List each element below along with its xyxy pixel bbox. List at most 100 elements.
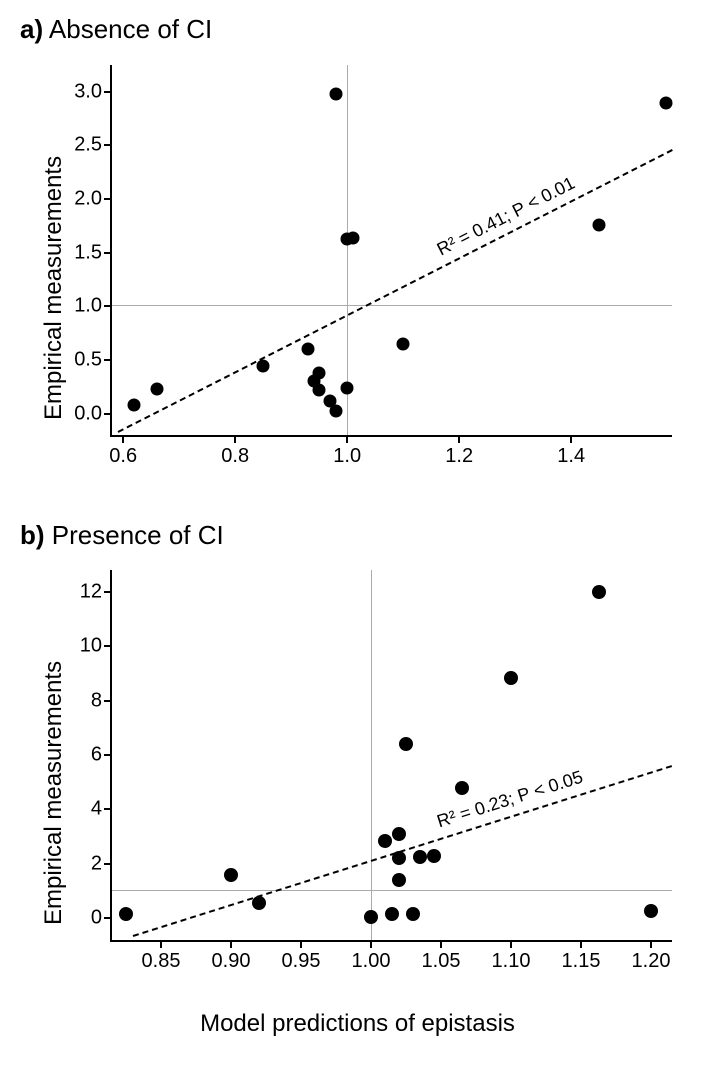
xtick-mark xyxy=(230,940,232,948)
data-point xyxy=(660,96,673,109)
ytick-mark xyxy=(104,413,112,415)
xtick-label: 0.8 xyxy=(221,445,249,468)
data-point xyxy=(341,381,354,394)
xtick-label: 1.2 xyxy=(445,445,473,468)
data-point xyxy=(392,873,406,887)
panel-b-title: b) Presence of CI xyxy=(20,520,224,551)
data-point xyxy=(330,405,343,418)
data-point xyxy=(252,896,266,910)
data-point xyxy=(385,907,399,921)
ref-line-vertical xyxy=(347,65,348,435)
ytick-label: 1.0 xyxy=(74,295,102,318)
ytick-mark xyxy=(104,863,112,865)
xtick-label: 1.20 xyxy=(632,950,671,973)
ytick-label: 12 xyxy=(80,580,102,603)
data-point xyxy=(313,366,326,379)
ytick-label: 10 xyxy=(80,635,102,658)
ref-line-vertical xyxy=(371,570,372,940)
data-point xyxy=(406,907,420,921)
xtick-mark xyxy=(570,435,572,443)
figure: a) Absence of CI Empirical measurements … xyxy=(0,0,715,1067)
panel-b-text: Presence of CI xyxy=(52,520,224,550)
ytick-mark xyxy=(104,305,112,307)
ytick-mark xyxy=(104,700,112,702)
xtick-mark xyxy=(346,435,348,443)
panel-a-tag: a) xyxy=(20,14,43,44)
data-point xyxy=(392,827,406,841)
ytick-mark xyxy=(104,91,112,93)
ytick-label: 6 xyxy=(91,744,102,767)
xtick-label: 1.15 xyxy=(562,950,601,973)
regression-annotation: R² = 0.41; P < 0.01 xyxy=(433,173,578,261)
data-point xyxy=(302,343,315,356)
xtick-label: 1.10 xyxy=(492,950,531,973)
panel-a-title: a) Absence of CI xyxy=(20,14,212,45)
panel-b-plot: 0.850.900.951.001.051.101.151.2002468101… xyxy=(110,570,672,942)
ytick-label: 2 xyxy=(91,852,102,875)
data-point xyxy=(128,398,141,411)
data-point xyxy=(378,834,392,848)
xtick-mark xyxy=(510,940,512,948)
xtick-label: 1.4 xyxy=(557,445,585,468)
xtick-mark xyxy=(650,940,652,948)
xtick-label: 1.05 xyxy=(422,950,461,973)
panel-a-plot: 0.60.81.01.21.40.00.51.01.52.02.53.0R² =… xyxy=(110,65,672,437)
ytick-mark xyxy=(104,252,112,254)
ytick-label: 0.0 xyxy=(74,402,102,425)
panel-b-tag: b) xyxy=(20,520,45,550)
ytick-label: 2.5 xyxy=(74,134,102,157)
ytick-label: 1.5 xyxy=(74,241,102,264)
xtick-label: 0.95 xyxy=(282,950,321,973)
data-point xyxy=(399,737,413,751)
xtick-mark xyxy=(440,940,442,948)
xtick-mark xyxy=(300,940,302,948)
data-point xyxy=(150,382,163,395)
xtick-label: 0.90 xyxy=(212,950,251,973)
xtick-mark xyxy=(122,435,124,443)
data-point xyxy=(330,87,343,100)
data-point xyxy=(346,231,359,244)
ytick-label: 8 xyxy=(91,689,102,712)
ytick-mark xyxy=(104,808,112,810)
shared-xlabel: Model predictions of epistasis xyxy=(0,1010,715,1038)
data-point xyxy=(504,671,518,685)
regression-line xyxy=(117,149,672,433)
ytick-label: 3.0 xyxy=(74,80,102,103)
ytick-mark xyxy=(104,754,112,756)
ytick-mark xyxy=(104,917,112,919)
ref-line-horizontal xyxy=(112,890,672,891)
regression-line xyxy=(133,765,673,937)
ytick-label: 2.0 xyxy=(74,188,102,211)
data-point xyxy=(224,868,238,882)
xtick-label: 1.00 xyxy=(352,950,391,973)
panel-a-text: Absence of CI xyxy=(49,14,212,44)
ref-line-horizontal xyxy=(112,305,672,306)
xtick-label: 1.0 xyxy=(333,445,361,468)
xtick-mark xyxy=(580,940,582,948)
xtick-mark xyxy=(370,940,372,948)
data-point xyxy=(313,383,326,396)
panel-a-ylabel: Empirical measurements xyxy=(40,156,68,420)
xtick-mark xyxy=(160,940,162,948)
data-point xyxy=(413,850,427,864)
ytick-mark xyxy=(104,591,112,593)
xtick-label: 0.85 xyxy=(142,950,181,973)
data-point xyxy=(119,907,133,921)
data-point xyxy=(257,360,270,373)
xtick-mark xyxy=(234,435,236,443)
ytick-mark xyxy=(104,645,112,647)
data-point xyxy=(593,218,606,231)
panel-b-ylabel: Empirical measurements xyxy=(40,661,68,925)
ytick-label: 0.5 xyxy=(74,348,102,371)
data-point xyxy=(392,851,406,865)
data-point xyxy=(644,904,658,918)
xtick-mark xyxy=(458,435,460,443)
ytick-label: 4 xyxy=(91,798,102,821)
ytick-mark xyxy=(104,198,112,200)
data-point xyxy=(364,910,378,924)
ytick-label: 0 xyxy=(91,907,102,930)
data-point xyxy=(427,849,441,863)
data-point xyxy=(397,337,410,350)
ytick-mark xyxy=(104,359,112,361)
ytick-mark xyxy=(104,144,112,146)
